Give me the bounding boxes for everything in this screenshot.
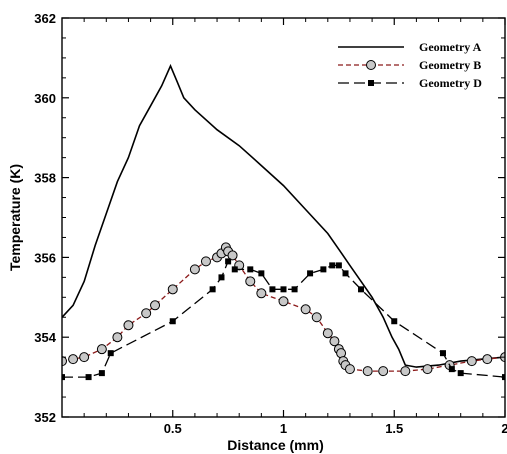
series-group: [62, 63, 505, 381]
point-geometry-d: [280, 286, 287, 293]
x-tick-label: 2: [501, 421, 507, 436]
point-geometry-d: [358, 286, 365, 293]
point-geometry-b: [141, 308, 152, 319]
point-geometry-b: [62, 356, 67, 367]
point-geometry-b: [167, 284, 178, 295]
point-geometry-d: [335, 262, 342, 269]
point-geometry-d: [258, 270, 265, 277]
point-geometry-d: [85, 374, 92, 381]
point-geometry-d: [307, 270, 314, 277]
series-line-geometry-d: [62, 260, 505, 378]
point-geometry-b: [256, 288, 267, 299]
legend-label-geometry-d: Geometry D: [419, 76, 482, 90]
point-geometry-b: [466, 356, 477, 367]
point-geometry-d: [209, 286, 216, 293]
point-geometry-b: [96, 344, 107, 355]
y-axis-title: Temperature (K): [7, 164, 23, 271]
point-geometry-d: [291, 286, 298, 293]
x-tick-label: 1.5: [385, 421, 403, 436]
y-tick-label: 352: [34, 410, 56, 425]
point-geometry-b: [123, 320, 134, 331]
y-tick-label: 362: [34, 11, 56, 26]
point-geometry-d: [439, 350, 446, 357]
point-geometry-b: [362, 366, 373, 377]
point-geometry-b: [227, 250, 238, 261]
point-geometry-d: [225, 258, 232, 265]
point-geometry-d: [247, 266, 254, 273]
point-geometry-b: [79, 352, 90, 363]
point-geometry-b: [344, 364, 355, 375]
point-geometry-b: [68, 354, 79, 365]
point-geometry-d: [107, 350, 114, 357]
point-geometry-d: [169, 318, 176, 325]
point-geometry-b: [322, 328, 333, 339]
point-geometry-b: [112, 332, 123, 343]
point-geometry-d: [342, 270, 349, 277]
point-geometry-b: [311, 312, 322, 323]
point-geometry-b: [200, 256, 211, 267]
x-axis-title: Distance (mm): [227, 437, 323, 453]
y-tick-label: 356: [34, 250, 56, 265]
legend: Geometry A Geometry B Geometry D: [338, 40, 482, 90]
point-geometry-b: [278, 296, 289, 307]
point-geometry-d: [329, 262, 336, 269]
y-tick-label: 358: [34, 171, 56, 186]
axes: 0.5 1 1.5 2 352 354 356 358 360 362 Distance (mm) T…: [7, 11, 507, 453]
x-tick-label: 1: [280, 421, 287, 436]
point-geometry-b: [150, 300, 161, 311]
series-line-geometry-b: [62, 246, 505, 372]
point-geometry-b: [422, 364, 433, 375]
point-geometry-d: [269, 286, 276, 293]
legend-label-geometry-b: Geometry B: [419, 58, 481, 72]
point-geometry-b: [329, 336, 340, 347]
point-geometry-b: [189, 264, 200, 275]
legend-marker-geometry-d: [368, 80, 374, 86]
point-geometry-b: [400, 366, 411, 377]
point-geometry-d: [448, 366, 455, 373]
x-tick-label: 0.5: [164, 421, 182, 436]
point-geometry-d: [231, 266, 238, 273]
legend-marker-geometry-b: [366, 60, 376, 70]
point-geometry-d: [98, 370, 105, 377]
point-geometry-d: [218, 274, 225, 281]
y-tick-label: 360: [34, 91, 56, 106]
point-geometry-b: [245, 276, 256, 287]
point-geometry-d: [391, 318, 398, 325]
y-tick-label: 354: [34, 330, 56, 345]
legend-label-geometry-a: Geometry A: [419, 40, 482, 54]
plot-area: [62, 63, 505, 381]
point-geometry-b: [482, 354, 493, 365]
point-geometry-b: [378, 366, 389, 377]
point-geometry-b: [300, 304, 311, 315]
series-line-geometry-a: [62, 63, 505, 368]
point-geometry-d: [457, 370, 464, 377]
point-geometry-d: [320, 266, 327, 273]
